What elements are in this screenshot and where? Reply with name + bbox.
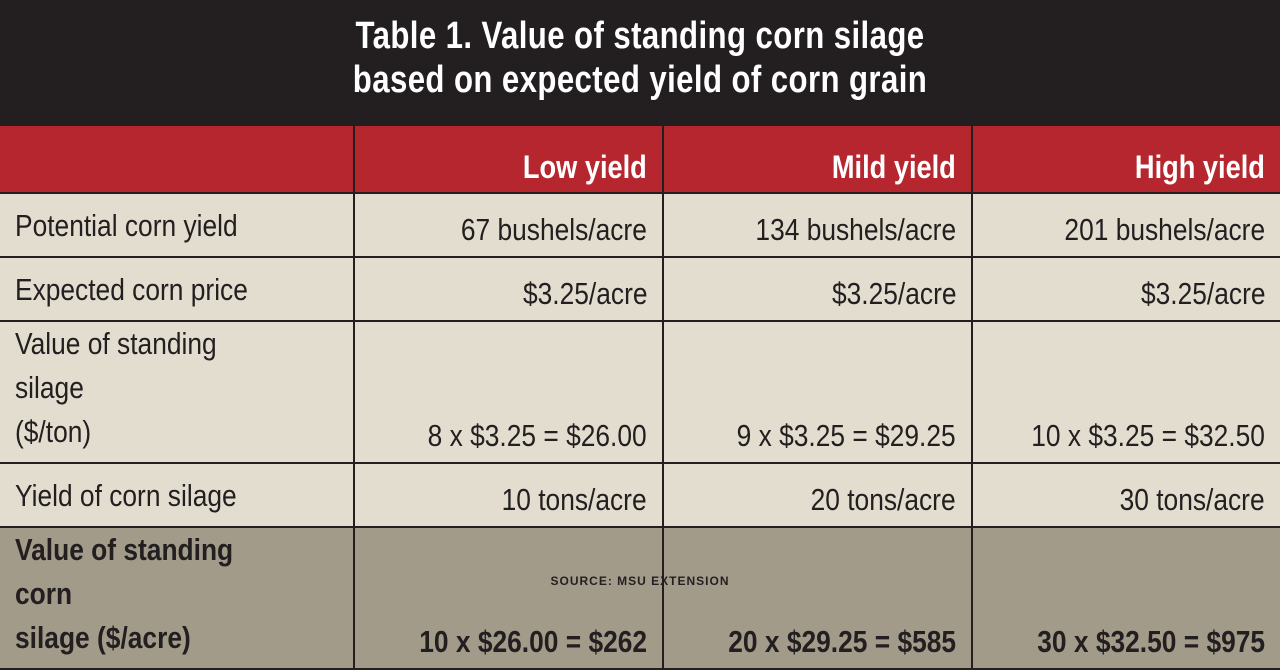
cell-value: 30 x $32.50 = $975	[1037, 624, 1265, 659]
header-mild-yield: Mild yield	[662, 124, 973, 194]
cell-mild: 20 tons/acre	[662, 462, 973, 528]
title-line-2: based on expected yield of corn grain	[352, 59, 928, 101]
table-row: Yield of corn silage 10 tons/acre 20 ton…	[0, 462, 1280, 528]
cell-value: 20 tons/acre	[810, 482, 956, 517]
cell-mild: $3.25/acre	[662, 256, 973, 322]
row-label-text: Potential corn yield	[15, 208, 238, 243]
label-line-2: silage ($/acre)	[15, 620, 191, 655]
cell-mild: 20 x $29.25 = $585	[662, 526, 973, 670]
row-label-text: Yield of corn silage	[15, 478, 237, 513]
table-row: Expected corn price $3.25/acre $3.25/acr…	[0, 256, 1280, 322]
header-label: Low yield	[523, 149, 647, 185]
header-low-yield: Low yield	[353, 124, 664, 194]
cell-value: 10 x $3.25 = $32.50	[1031, 418, 1265, 453]
cell-high: 201 bushels/acre	[971, 192, 1280, 258]
label-line-1: Value of standing corn	[15, 532, 234, 611]
cell-low: 10 x $26.00 = $262	[353, 526, 664, 670]
row-label-text: Value of standing corn silage ($/acre)	[15, 529, 290, 660]
cell-mild: 134 bushels/acre	[662, 192, 973, 258]
header-label: High yield	[1135, 149, 1265, 185]
cell-low: 10 tons/acre	[353, 462, 664, 528]
cell-value: 201 bushels/acre	[1064, 212, 1265, 247]
table-title: Table 1. Value of standing corn silage b…	[0, 0, 1280, 124]
table-row: Potential corn yield 67 bushels/acre 134…	[0, 192, 1280, 258]
cell-value: $3.25/acre	[522, 276, 647, 311]
cell-high: $3.25/acre	[971, 256, 1280, 322]
cell-high: 30 tons/acre	[971, 462, 1280, 528]
cell-value: 10 tons/acre	[501, 482, 647, 517]
cell-high: 10 x $3.25 = $32.50	[971, 320, 1280, 464]
table-total-row: Value of standing corn silage ($/acre) 10…	[0, 526, 1280, 670]
row-label-text: Expected corn price	[15, 272, 248, 307]
cell-value: 8 x $3.25 = $26.00	[427, 418, 647, 453]
cell-value: 67 bushels/acre	[460, 212, 647, 247]
header-label: Mild yield	[832, 149, 956, 185]
cell-value: 9 x $3.25 = $29.25	[736, 418, 956, 453]
row-label: Expected corn price	[0, 256, 355, 322]
row-label-text: Value of standing silage ($/ton)	[15, 323, 290, 454]
label-line-1: Value of standing silage	[15, 326, 217, 405]
label-line-2: ($/ton)	[15, 414, 92, 449]
title-line-1: Table 1. Value of standing corn silage	[355, 15, 925, 57]
header-empty	[0, 124, 355, 194]
cell-value: $3.25/acre	[831, 276, 956, 311]
silage-value-table: Low yield Mild yield High yield Potentia…	[0, 124, 1280, 670]
cell-high: 30 x $32.50 = $975	[971, 526, 1280, 670]
row-label: Value of standing silage ($/ton)	[0, 320, 355, 464]
table-row: Value of standing silage ($/ton) 8 x $3.2…	[0, 320, 1280, 464]
cell-value: 30 tons/acre	[1119, 482, 1265, 517]
cell-low: 8 x $3.25 = $26.00	[353, 320, 664, 464]
cell-low: 67 bushels/acre	[353, 192, 664, 258]
cell-value: $3.25/acre	[1140, 276, 1265, 311]
source-credit: SOURCE: MSU EXTENSION	[550, 574, 730, 588]
row-label: Yield of corn silage	[0, 462, 355, 528]
cell-value: 20 x $29.25 = $585	[728, 624, 956, 659]
row-label: Potential corn yield	[0, 192, 355, 258]
cell-low: $3.25/acre	[353, 256, 664, 322]
table-header-row: Low yield Mild yield High yield	[0, 124, 1280, 194]
cell-mild: 9 x $3.25 = $29.25	[662, 320, 973, 464]
cell-value: 134 bushels/acre	[755, 212, 956, 247]
row-label: Value of standing corn silage ($/acre)	[0, 526, 355, 670]
cell-value: 10 x $26.00 = $262	[419, 624, 647, 659]
header-high-yield: High yield	[971, 124, 1280, 194]
